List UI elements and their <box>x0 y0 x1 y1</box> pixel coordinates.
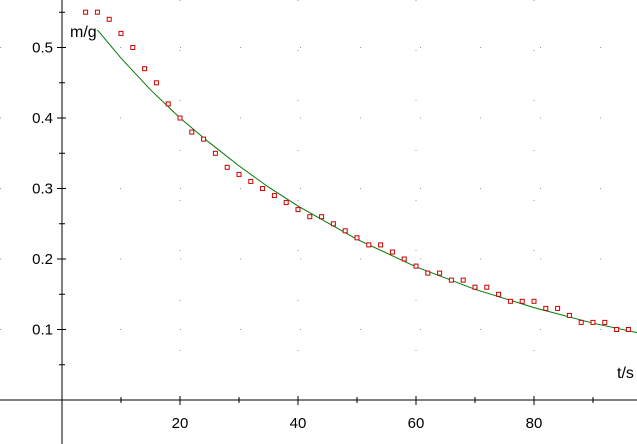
data-point <box>153 80 159 86</box>
data-point <box>118 30 124 36</box>
data-point <box>507 298 513 304</box>
data-point <box>330 221 336 227</box>
data-point <box>625 327 631 332</box>
y-tick-label: 0.5 <box>32 40 53 57</box>
y-axis-label: m/g <box>70 24 97 41</box>
data-point <box>130 45 136 50</box>
data-point <box>389 249 395 255</box>
data-point <box>602 319 608 325</box>
data-points-layer <box>83 9 631 332</box>
data-point <box>83 9 89 15</box>
data-point <box>165 101 171 107</box>
data-point <box>425 270 431 276</box>
data-point <box>177 115 183 121</box>
data-point <box>342 228 348 234</box>
footer-text: .... <box>24 437 36 444</box>
data-point <box>378 242 384 248</box>
data-point <box>472 284 478 290</box>
data-point <box>460 277 466 283</box>
data-point <box>106 16 112 22</box>
data-point <box>484 284 490 290</box>
data-point <box>566 312 572 318</box>
data-point <box>224 164 230 170</box>
x-axis-label: t/s <box>617 365 634 382</box>
ticks-layer: 204060801001201401601800.10.20.30.40.5 <box>32 11 594 432</box>
data-point <box>189 129 195 135</box>
y-tick-label: 0.3 <box>32 181 53 198</box>
x-tick-label: 60 <box>408 415 425 432</box>
data-point <box>578 319 584 325</box>
data-point <box>555 305 561 311</box>
data-point <box>94 9 100 15</box>
data-point <box>437 270 443 276</box>
fit-curve <box>97 29 637 334</box>
data-point <box>366 242 372 248</box>
data-point <box>319 214 325 220</box>
data-point <box>248 178 254 184</box>
data-point <box>283 200 289 206</box>
fit-curve-layer <box>97 29 637 334</box>
data-point <box>236 171 242 177</box>
y-tick-label: 0.2 <box>32 251 53 268</box>
data-point <box>201 136 207 142</box>
x-tick-label: 20 <box>172 415 189 432</box>
data-point <box>614 327 620 332</box>
data-point <box>531 298 537 304</box>
y-tick-label: 0.1 <box>32 322 53 339</box>
data-point <box>413 263 419 269</box>
data-point <box>519 298 525 304</box>
data-point <box>295 207 301 213</box>
data-point <box>307 214 313 220</box>
data-point <box>590 319 596 325</box>
data-point <box>496 291 502 297</box>
x-tick-label: 80 <box>526 415 543 432</box>
x-tick-label: 40 <box>290 415 307 432</box>
data-point <box>260 186 266 191</box>
data-point <box>543 305 549 311</box>
data-point <box>212 150 218 156</box>
data-point <box>271 193 277 199</box>
data-point <box>448 277 454 283</box>
data-point <box>142 66 148 72</box>
data-point <box>354 235 360 241</box>
y-tick-label: 0.4 <box>32 110 53 127</box>
data-point <box>401 256 407 262</box>
